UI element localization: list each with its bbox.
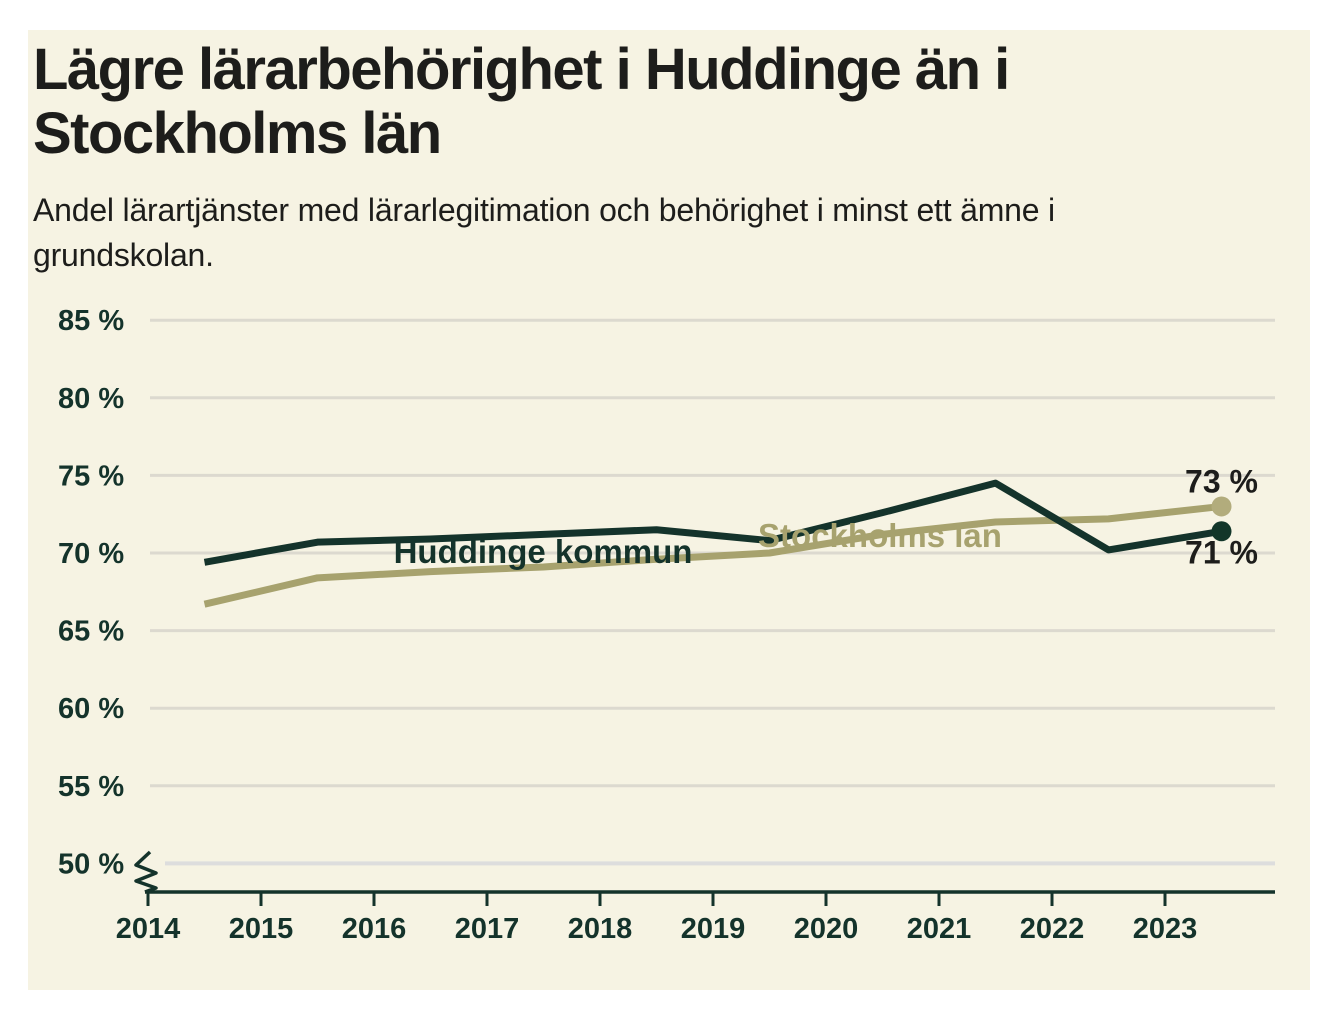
y-tick-label-50: 50 %	[58, 848, 124, 880]
series-end-dot-stockholms-l-n	[1211, 496, 1232, 517]
series-line-huddinge-kommun	[203, 479, 1223, 566]
axis-break-zigzag	[134, 850, 158, 894]
x-tick-label-2018: 2018	[568, 913, 633, 945]
series-end-value-label-huddinge-kommun: 71 %	[1185, 534, 1258, 570]
x-tick-label-2014: 2014	[116, 913, 181, 945]
y-tick-label-85: 85 %	[58, 305, 124, 337]
series-name-label-stockholms-l-n: Stockholms län	[758, 517, 1002, 554]
x-tick-label-2022: 2022	[1020, 913, 1085, 945]
x-tick-label-2016: 2016	[342, 913, 407, 945]
chart-title-line-2: Stockholms län	[33, 101, 442, 166]
x-tick-label-2019: 2019	[681, 913, 746, 945]
x-tick-label-2020: 2020	[794, 913, 859, 945]
x-tick-label-2023: 2023	[1133, 913, 1198, 945]
y-tick-label-60: 60 %	[58, 693, 124, 725]
y-tick-label-70: 70 %	[58, 538, 124, 570]
chart-subtitle-line-1: Andel lärartjänster med lärarlegitimatio…	[33, 192, 1055, 228]
y-tick-label-55: 55 %	[58, 771, 124, 803]
chart-panel: Lägre lärarbehörighet i Huddinge än i St…	[28, 30, 1310, 990]
x-tick-label-2015: 2015	[229, 913, 294, 945]
chart-title: Lägre lärarbehörighet i Huddinge än i St…	[33, 37, 1010, 166]
series-line-stockholms-l-n	[203, 502, 1222, 608]
x-tick-label-2017: 2017	[455, 913, 520, 945]
series-end-value-label-stockholms-l-n: 73 %	[1185, 463, 1258, 499]
x-tick-label-2021: 2021	[907, 913, 972, 945]
y-tick-label-65: 65 %	[58, 616, 124, 648]
chart-title-line-1: Lägre lärarbehörighet i Huddinge än i	[33, 37, 1010, 102]
series-name-label-huddinge-kommun: Huddinge kommun	[394, 533, 693, 570]
chart-subtitle: Andel lärartjänster med lärarlegitimatio…	[33, 188, 1055, 278]
chart-subtitle-line-2: grundskolan.	[33, 237, 214, 273]
series-end-dot-huddinge-kommun	[1211, 521, 1232, 542]
chart-svg: 85 % 80 % 75 % 70 % 65 % 60 % 55 % 50 % 2014 2015…	[58, 305, 1275, 945]
y-tick-label-80: 80 %	[58, 383, 124, 415]
y-tick-label-75: 75 %	[58, 460, 124, 492]
